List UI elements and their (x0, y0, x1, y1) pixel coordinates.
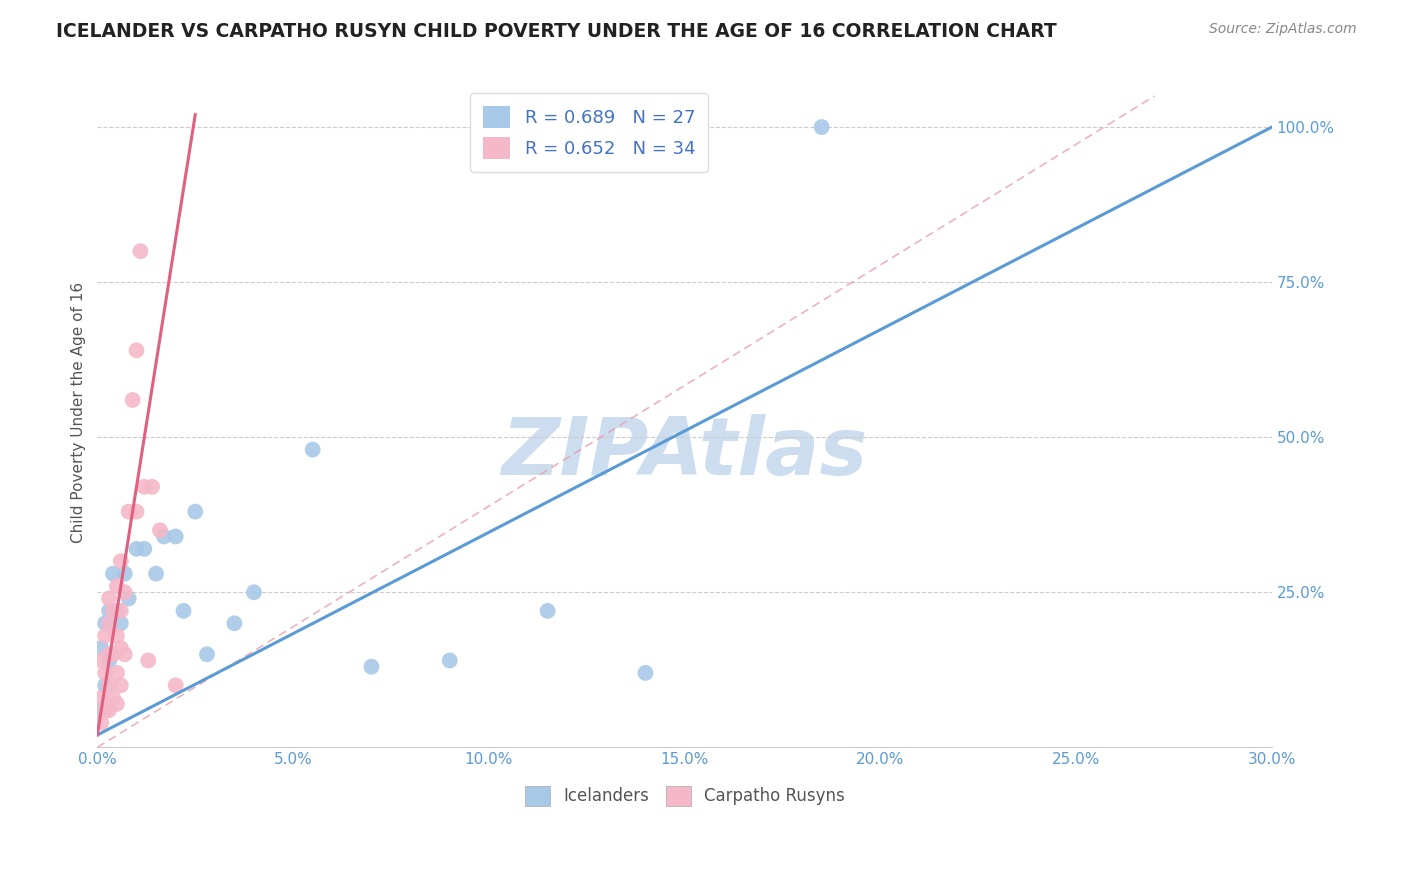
Point (98, 616, 121, 631)
Point (90, 703, 112, 717)
Point (90, 715, 112, 730)
Point (98, 591, 121, 606)
Point (110, 678, 132, 692)
Point (134, 480, 156, 494)
Point (101, 604, 124, 618)
Point (195, 648, 218, 662)
Point (90, 653, 112, 667)
Point (173, 604, 195, 618)
Point (105, 665, 128, 680)
Point (90, 641, 112, 656)
Point (224, 616, 246, 631)
Point (98, 648, 121, 662)
Point (105, 697, 128, 711)
Point (105, 629, 128, 643)
Point (94, 678, 117, 692)
Point (125, 505, 148, 519)
Point (110, 604, 132, 618)
Point (94, 665, 117, 680)
Point (141, 480, 163, 494)
Point (125, 541, 148, 556)
Point (110, 641, 132, 656)
Point (114, 585, 136, 599)
Point (94, 629, 117, 643)
Point (94, 616, 117, 631)
Point (118, 591, 141, 606)
Point (125, 343, 148, 358)
Point (165, 678, 187, 692)
Point (134, 541, 156, 556)
Point (98, 703, 121, 717)
Text: ICELANDER VS CARPATHO RUSYN CHILD POVERTY UNDER THE AGE OF 16 CORRELATION CHART: ICELANDER VS CARPATHO RUSYN CHILD POVERT… (56, 22, 1057, 41)
Point (101, 566, 124, 581)
Point (101, 648, 124, 662)
Point (105, 604, 128, 618)
Point (243, 585, 266, 599)
Point (165, 529, 187, 543)
Legend: Icelanders, Carpatho Rusyns: Icelanders, Carpatho Rusyns (517, 779, 851, 813)
Point (149, 523, 172, 537)
Text: ZIPAtlas: ZIPAtlas (502, 414, 868, 491)
Point (439, 653, 461, 667)
Point (98, 678, 121, 692)
Point (810, 120, 832, 134)
Point (121, 392, 143, 407)
Y-axis label: Child Poverty Under the Age of 16: Child Poverty Under the Age of 16 (72, 282, 86, 543)
Point (110, 616, 132, 631)
Point (94, 703, 117, 717)
Point (301, 442, 323, 457)
Point (184, 505, 207, 519)
Point (98, 604, 121, 618)
Point (114, 648, 136, 662)
Point (153, 529, 176, 543)
Point (634, 665, 657, 680)
Point (360, 659, 382, 673)
Text: Source: ZipAtlas.com: Source: ZipAtlas.com (1209, 22, 1357, 37)
Point (90, 690, 112, 705)
Point (105, 579, 128, 593)
Point (101, 690, 124, 705)
Point (136, 653, 159, 667)
Point (129, 244, 152, 259)
Point (145, 566, 167, 581)
Point (98, 653, 121, 667)
Point (118, 505, 141, 519)
Point (114, 566, 136, 581)
Point (536, 604, 558, 618)
Point (110, 554, 132, 568)
